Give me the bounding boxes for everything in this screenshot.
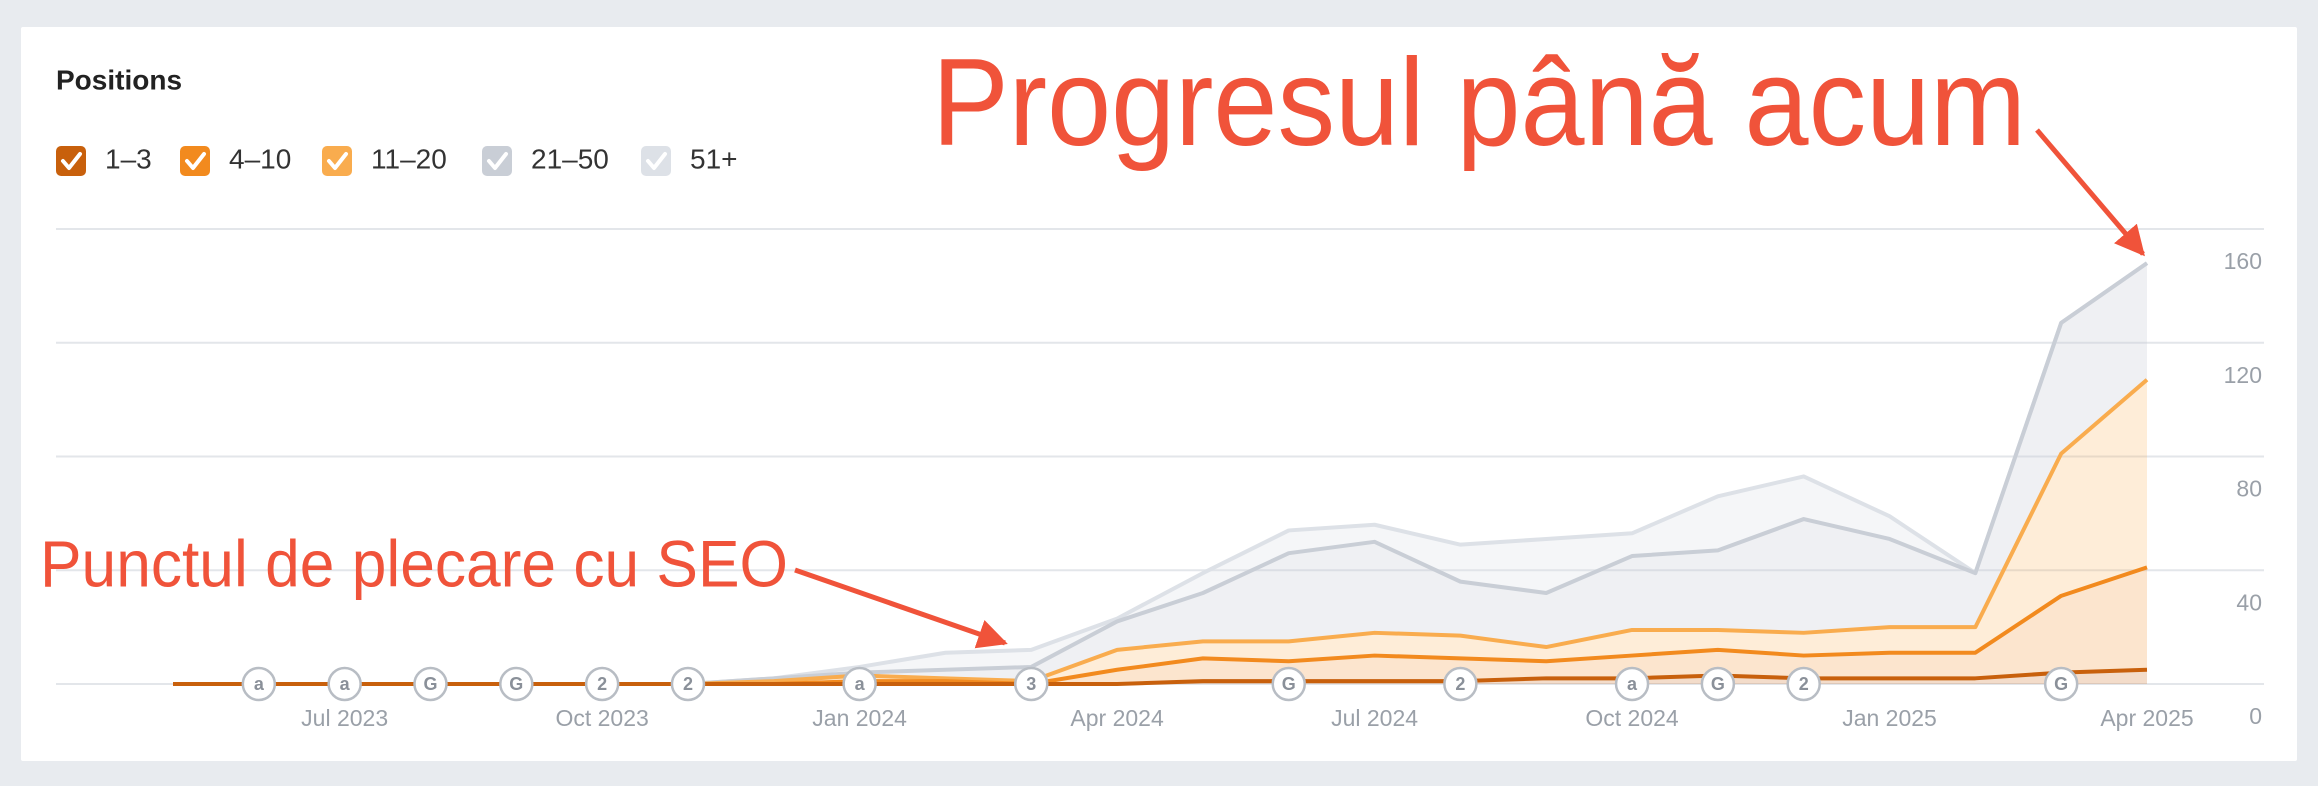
event-label: 2	[1455, 674, 1465, 694]
event-label: a	[855, 674, 866, 694]
chart-title: Positions	[56, 64, 182, 95]
event-label: G	[2054, 674, 2068, 694]
x-tick-label: Jul 2023	[301, 705, 388, 731]
legend-checkbox[interactable]	[180, 146, 210, 176]
event-label: G	[1711, 674, 1725, 694]
y-tick-label: 40	[2236, 589, 2262, 615]
x-tick-label: Oct 2023	[555, 705, 648, 731]
event-marker	[1786, 666, 1821, 702]
legend-checkbox[interactable]	[56, 146, 86, 176]
x-tick-label: Jul 2024	[1331, 705, 1418, 731]
x-tick-label: Oct 2024	[1585, 705, 1679, 731]
event-marker	[1614, 666, 1650, 702]
area-fill	[173, 669, 2147, 684]
legend-check	[646, 152, 667, 170]
event-marker	[413, 666, 448, 702]
event-marker	[1443, 666, 1478, 702]
event-label: G	[509, 674, 523, 694]
annotation: Progresul până acum	[932, 34, 2026, 172]
event-marker	[584, 666, 620, 702]
annotation-arrow	[794, 567, 1008, 649]
x-tick-label: Jan 2024	[812, 705, 907, 731]
legend-label: 4–10	[229, 143, 291, 174]
event-marker	[1700, 666, 1736, 702]
event-label: a	[254, 674, 265, 694]
legend-checkbox[interactable]	[322, 146, 352, 176]
legend-label: 51+	[690, 143, 738, 174]
legend-check	[61, 152, 82, 170]
legend-check	[487, 152, 508, 170]
event-marker	[2043, 666, 2079, 702]
area-fill	[173, 263, 2147, 684]
event-marker	[327, 666, 362, 702]
annotation: Punctul de plecare cu SEO	[40, 526, 788, 600]
event-label: a	[1627, 674, 1638, 694]
event-label: 2	[683, 674, 693, 694]
legend-checkbox[interactable]	[641, 146, 671, 176]
event-marker	[670, 666, 706, 702]
y-tick-label: 80	[2236, 476, 2262, 502]
y-tick-label: 160	[2224, 248, 2262, 274]
event-label: 2	[1799, 674, 1809, 694]
legend-label: 11–20	[371, 143, 447, 174]
card	[21, 27, 2297, 761]
event-label: G	[1282, 674, 1296, 694]
area-fill	[173, 263, 2147, 684]
event-label: a	[340, 674, 351, 694]
event-label: 3	[1026, 674, 1036, 694]
x-tick-label: Apr 2025	[2100, 705, 2193, 731]
legend-label: 1–3	[105, 143, 152, 174]
legend-label: 21–50	[531, 143, 609, 174]
legend-check	[327, 152, 348, 170]
y-tick-label: 120	[2224, 362, 2262, 388]
event-marker	[499, 666, 534, 702]
event-marker	[241, 666, 277, 702]
legend-checkbox[interactable]	[482, 146, 512, 176]
x-tick-label: Jan 2025	[1842, 705, 1937, 731]
event-marker	[842, 666, 877, 702]
event-label: 2	[597, 674, 607, 694]
event-label: G	[423, 674, 437, 694]
annotation-arrow	[2035, 128, 2145, 257]
legend-check	[185, 152, 206, 170]
event-marker	[1271, 666, 1306, 702]
x-tick-label: Apr 2024	[1070, 705, 1164, 731]
event-marker	[1014, 666, 1049, 702]
y-tick-label: 0	[2249, 703, 2262, 729]
